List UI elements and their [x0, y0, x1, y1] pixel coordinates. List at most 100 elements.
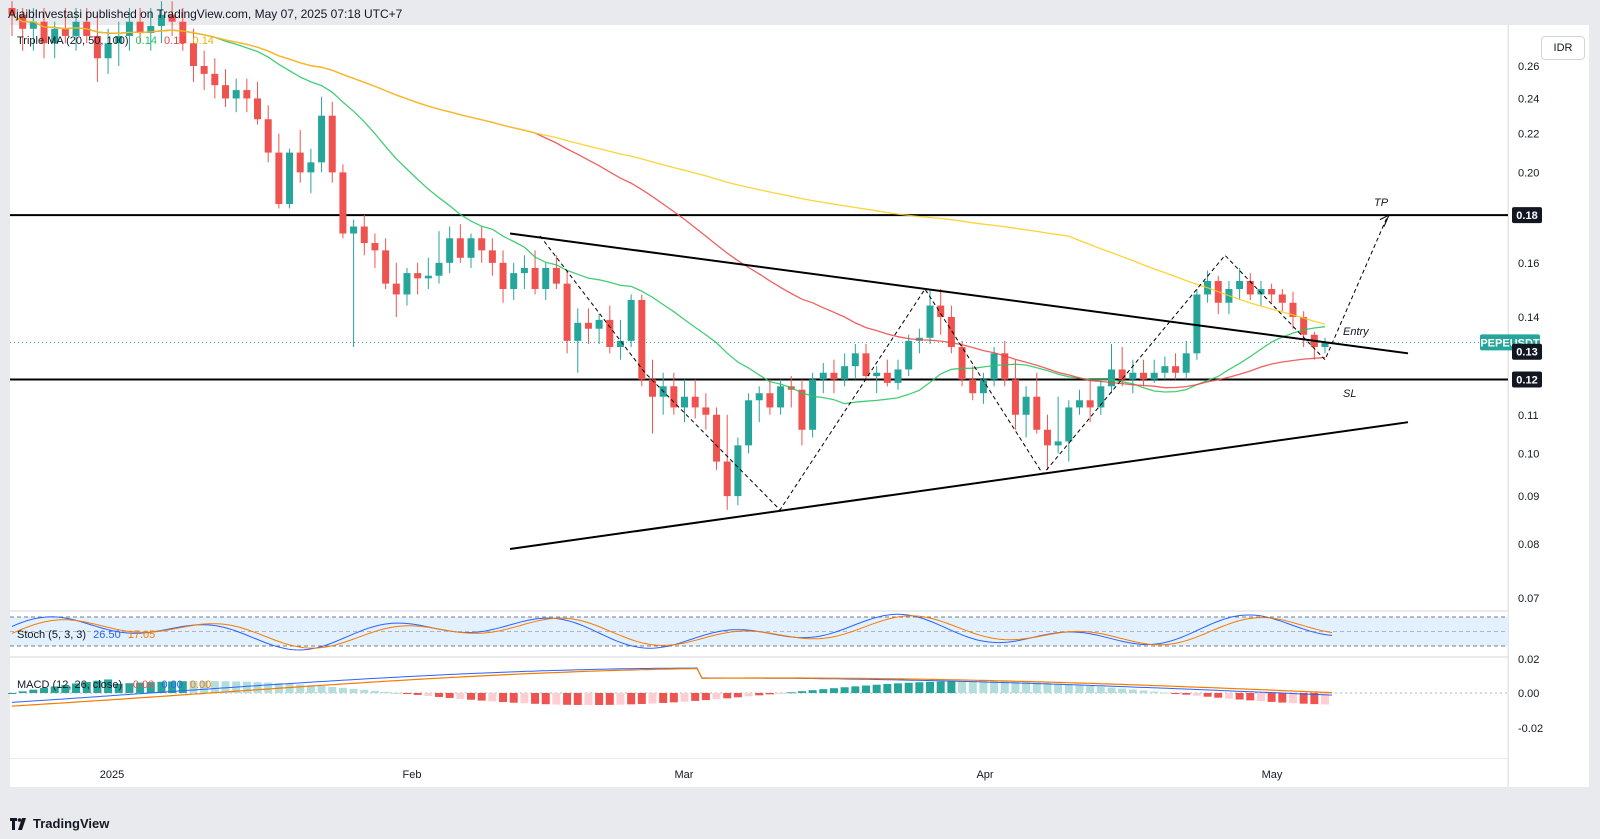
projection-arrow-icon: [1379, 214, 1391, 227]
price-tick-label: 0.08: [1518, 539, 1539, 551]
macd-bar: [979, 681, 988, 693]
macd-bar: [1086, 685, 1095, 693]
candle-body: [221, 85, 229, 99]
macd-bar: [456, 693, 465, 699]
price-tick-label: 0.11: [1518, 410, 1539, 422]
macd-bar: [701, 693, 710, 701]
candle-body: [40, 21, 48, 44]
candle-body: [147, 25, 155, 34]
candle-body: [926, 305, 934, 338]
time-tick-label: Feb: [403, 769, 422, 781]
sl-annotation: SL: [1343, 388, 1356, 400]
tradingview-brand[interactable]: TradingView: [10, 816, 109, 831]
candle-body: [713, 414, 721, 462]
macd-bar: [477, 693, 486, 701]
macd-bar: [1118, 688, 1127, 693]
time-axis-pane: [10, 759, 1508, 787]
candle-body: [275, 152, 283, 204]
candle-body: [254, 98, 262, 120]
macd-bar: [189, 681, 198, 693]
macd-bar: [968, 681, 977, 693]
macd-bar: [210, 681, 219, 693]
candle-body: [189, 43, 197, 66]
macd-bar: [1246, 693, 1255, 701]
macd-bar: [819, 689, 828, 693]
candle-body: [307, 162, 315, 173]
candle-body: [318, 115, 326, 163]
candle-body: [1193, 294, 1201, 354]
currency-button[interactable]: IDR: [1541, 36, 1585, 60]
candle-body: [1022, 396, 1030, 415]
macd-legend[interactable]: MACD (12, 26, close) -0.00 0.00 0.00: [17, 679, 215, 691]
candle-body: [29, 21, 37, 29]
price-tick-label: 0.10: [1518, 448, 1539, 460]
candle-body: [1065, 407, 1073, 442]
candle-body: [798, 389, 806, 430]
candle-body: [627, 299, 635, 341]
macd-bar: [755, 693, 764, 696]
macd-bar: [680, 693, 689, 702]
candle-body: [179, 21, 187, 44]
ma-legend[interactable]: Triple MA (20, 50, 100) 0.14 0.13 0.14: [17, 35, 218, 47]
macd-bar: [200, 681, 209, 693]
macd-bar: [520, 693, 529, 704]
macd-bar: [253, 682, 262, 693]
macd-bar: [531, 693, 540, 704]
ma-legend-label: Triple MA (20, 50, 100): [17, 35, 129, 47]
macd-bar: [146, 682, 155, 693]
macd-bar: [1310, 693, 1319, 705]
candle-body: [755, 393, 763, 401]
macd-bar: [424, 693, 433, 696]
candle-body: [1129, 372, 1137, 380]
candle-body: [723, 461, 731, 497]
macd-bar: [402, 693, 411, 694]
macd-bar: [381, 691, 390, 693]
candle-body: [830, 372, 838, 380]
candle-body: [648, 379, 656, 397]
candle-body: [435, 262, 443, 276]
time-tick-label: Apr: [976, 769, 993, 781]
price-tick-label: 0.26: [1518, 61, 1539, 73]
candle-body: [488, 250, 496, 263]
candle-body: [777, 386, 785, 408]
candle-body: [157, 14, 165, 26]
macd-bar: [125, 683, 134, 693]
stoch-legend[interactable]: Stoch (5, 3, 3) 26.50 17.05: [17, 629, 159, 641]
price-badge-label: 0.18: [1516, 210, 1537, 222]
brand-label: TradingView: [33, 816, 110, 831]
macd-bar: [904, 682, 913, 693]
macd-bar: [1182, 693, 1191, 695]
candle-body: [745, 400, 753, 446]
candle-body: [1140, 372, 1148, 380]
stoch-k-value: 26.50: [93, 629, 121, 641]
macd-bar: [1267, 693, 1276, 702]
macd-bar: [264, 682, 273, 693]
candle-body: [542, 267, 550, 290]
candles: [8, 1, 1329, 510]
macd-signal-line: [11, 667, 1333, 707]
candle-body: [1054, 441, 1062, 446]
macd-bar: [744, 693, 753, 697]
macd-bar: [1278, 693, 1287, 703]
candle-body: [691, 396, 699, 408]
candle-body: [328, 115, 336, 173]
macd-bar: [1054, 683, 1063, 693]
candle-body: [392, 283, 400, 295]
stoch-d-line: [11, 615, 1333, 649]
support-trendline: [509, 421, 1409, 550]
macd-bar: [669, 693, 678, 703]
macd-legend-label: MACD (12, 26, close): [17, 679, 123, 691]
candle-body: [1268, 289, 1276, 295]
macd-bar: [242, 681, 251, 693]
price-tick-label: 0.24: [1518, 93, 1539, 105]
macd-bar: [328, 686, 337, 693]
macd-bar: [584, 693, 593, 705]
stoch-d-value: 17.05: [127, 629, 156, 641]
candle-body: [72, 21, 80, 36]
macd-bar: [926, 681, 935, 693]
candle-body: [467, 238, 475, 258]
macd-bar: [445, 693, 454, 698]
macd-bar: [488, 693, 497, 702]
candle-body: [905, 340, 913, 370]
